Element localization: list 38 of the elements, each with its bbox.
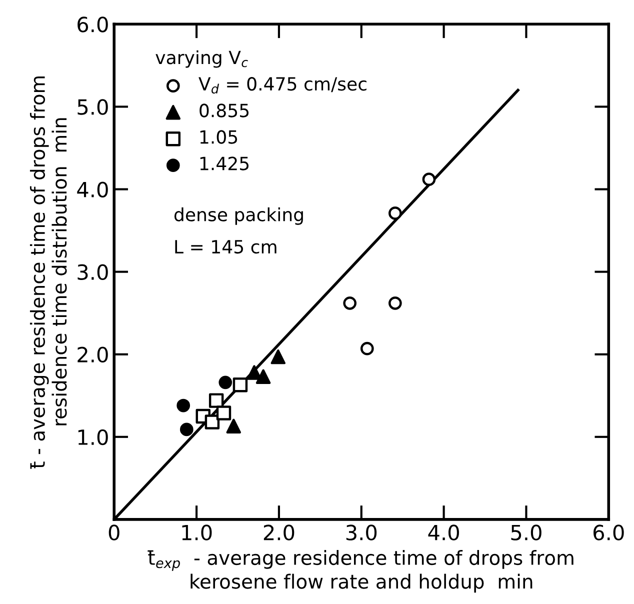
y-tick-label: 3.0 bbox=[78, 264, 108, 280]
x-tick-label: 6.0 bbox=[594, 524, 624, 540]
x-tick-label: 1.0 bbox=[182, 524, 212, 540]
y-tick-label: 5.0 bbox=[78, 99, 108, 115]
legend-label: 0.855 bbox=[200, 104, 249, 118]
legend-label: 1.05 bbox=[200, 130, 238, 144]
point bbox=[360, 342, 374, 356]
legend-title: varying V$_{c}$ bbox=[156, 50, 248, 68]
y-tick-label: 1.0 bbox=[78, 429, 108, 446]
point bbox=[270, 349, 286, 364]
x-tick-label: 2.0 bbox=[264, 524, 294, 540]
y-tick-label: 2.0 bbox=[78, 346, 108, 363]
x-tick-label: 5.0 bbox=[511, 524, 542, 540]
point bbox=[388, 296, 402, 310]
x-axis-title: t̄$_{exp}$ - average residence time of drops from kerosene flow rate and holdup min bbox=[148, 550, 574, 593]
point bbox=[232, 378, 248, 392]
point bbox=[176, 398, 190, 412]
point bbox=[388, 206, 402, 220]
y-tick-label: 4.0 bbox=[77, 182, 108, 198]
annotation: dense packing bbox=[174, 207, 303, 225]
point bbox=[204, 414, 220, 430]
point bbox=[216, 406, 232, 420]
y-axis-title: t̄ - average residence time of drops from residence time distribution min bbox=[30, 76, 67, 469]
point bbox=[180, 422, 194, 436]
point bbox=[208, 393, 224, 408]
legend-label: 1.425 bbox=[200, 156, 249, 170]
point bbox=[343, 296, 357, 310]
x-tick-label: 3.0 bbox=[346, 524, 377, 540]
point bbox=[246, 365, 262, 380]
y-tick-label: 6.0 bbox=[78, 16, 108, 32]
point bbox=[256, 369, 271, 384]
legend-label: V$_{d}$ = 0.475 cm/sec bbox=[198, 77, 366, 94]
x-tick-label: 0 bbox=[108, 524, 120, 540]
point bbox=[218, 376, 232, 390]
x-tick-label: 4.0 bbox=[428, 524, 459, 540]
point bbox=[226, 418, 241, 434]
point bbox=[422, 172, 436, 186]
annotation: L = 145 cm bbox=[175, 240, 276, 254]
